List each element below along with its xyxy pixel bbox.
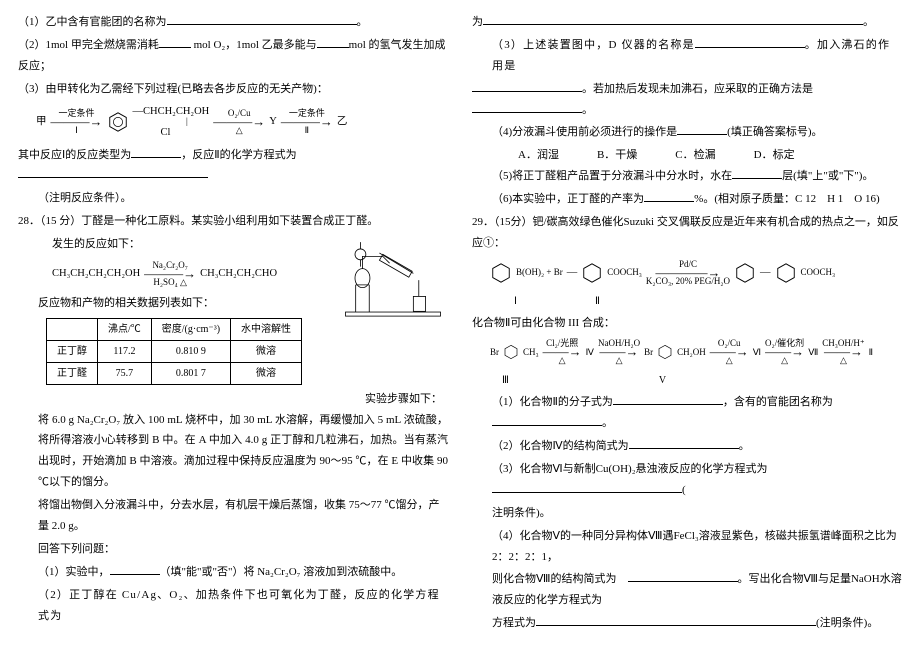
q28-reaction: CH₃CH₂CH₂CH₂OH Na₂Cr₂O₇———→H₂SO₄ △ CH₃CH…	[52, 261, 332, 287]
q28-q5: （5)将正丁醛粗产品置于分液漏斗中分水时，水在层(填"上"或"下")。	[492, 166, 902, 187]
q28-table: 沸点/℃密度/(g·cm⁻³)水中溶解性 正丁醇117.20.810 9微溶 正…	[46, 318, 302, 385]
apparatus-caption: 实验步骤如下：	[18, 389, 448, 410]
q29-q3: （3）化合物Ⅵ与新制Cu(OH)₂悬浊液反应的化学方程式为(	[492, 459, 902, 501]
opt-c: C．检漏	[675, 145, 715, 166]
q28-head: 28．（15 分）丁醛是一种化工原料。某实验小组利用如下装置合成正丁醛。	[18, 211, 448, 232]
q28-options: A．润湿 B．干燥 C．检漏 D．标定	[518, 145, 902, 166]
q29-q4b: 则化合物Ⅷ的结构简式为 。写出化合物Ⅷ与足量NaOH水溶液反应的化学方程式为	[492, 569, 902, 611]
opt-d: D．标定	[754, 145, 795, 166]
q29-rx1: B(OH)₂ + Br—COOCH₃ Pd/C————→K₂CO₃, 20% P…	[490, 260, 902, 286]
q28-q2-blank: 为。	[472, 12, 902, 33]
q29-labels1: ⅠⅡ	[514, 292, 902, 311]
apparatus-figure	[338, 234, 448, 329]
q29-labels2: ⅢV	[502, 371, 902, 390]
q29-q4c: 方程式为(注明条件)。	[492, 613, 902, 634]
q29-q2: （2）化合物Ⅳ的结构简式为。	[492, 436, 902, 457]
q27-5: （注明反应条件）。	[38, 188, 448, 209]
opt-b: B．干燥	[597, 145, 637, 166]
q27-1: （1）乙中含有官能团的名称为。	[18, 12, 448, 33]
q27-reaction-scheme: 甲 一定条件———→Ⅰ —CHCH₂CH₂OH|Cl O₂/Cu———→△ Y …	[36, 106, 448, 139]
benzene-icon	[107, 111, 129, 133]
q28-q3b: 。若加热后发现未加沸石，应采取的正确方法是。	[472, 79, 902, 121]
q28-q3: （3）上述装置图中，D 仪器的名称是。加入沸石的作用是	[492, 35, 902, 77]
q28-q6: （6)本实验中，正丁醛的产率为%。(相对原子质量：C 12 H 1 O 16)	[492, 189, 902, 210]
q29-q1: （1）化合物Ⅱ的分子式为，含有的官能团名称为。	[492, 392, 902, 434]
q29-q4: （4）化合物Ⅴ的一种同分异构体Ⅷ遇FeCl₃溶液显紫色，核磁共振氢谱峰面积之比为…	[492, 526, 902, 568]
q28-p2: 将馏出物倒入分液漏斗中，分去水层，有机层干燥后蒸馏，收集 75～77 ℃馏分，产…	[38, 495, 448, 537]
q27-2: （2）1mol 甲完全燃烧需消耗 mol O₂，1mol 乙最多能与mol 的氢…	[18, 35, 448, 77]
q29-head: 29．（15分）钯/碳高效绿色催化Suzuki 交叉偶联反应是近年来有机合成的热…	[472, 212, 902, 254]
q27-3: （3）由甲转化为乙需经下列过程(已略去各步反应的无关产物)：	[18, 79, 448, 100]
q29-p1: 化合物Ⅱ可由化合物 III 合成：	[472, 313, 902, 334]
q29-chain: BrCH₃ Cl₂/光照——→△Ⅳ NaOH/H₂O——→△ BrCH₂OH O…	[490, 339, 902, 365]
opt-a: A．润湿	[518, 145, 559, 166]
q28-q1: （1）实验中，（填"能"或"否"）将 Na₂Cr₂O₇ 溶液加到浓硫酸中。	[38, 562, 448, 583]
q27-4: 其中反应Ⅰ的反应类型为，反应Ⅱ的化学方程式为	[18, 145, 448, 187]
q28-p3: 回答下列问题：	[38, 539, 448, 560]
q28-q2: （2）正丁醇在 Cu/Ag、O₂、加热条件下也可氧化为丁醛，反应的化学方程式为	[38, 585, 448, 627]
q28-p1: 将 6.0 g Na₂Cr₂O₇ 放入 100 mL 烧杯中，加 30 mL 水…	[38, 410, 448, 494]
q29-q3c: 注明条件)。	[492, 503, 902, 524]
q28-q4: （4)分液漏斗使用前必须进行的操作是(填正确答案标号)。	[492, 122, 902, 143]
